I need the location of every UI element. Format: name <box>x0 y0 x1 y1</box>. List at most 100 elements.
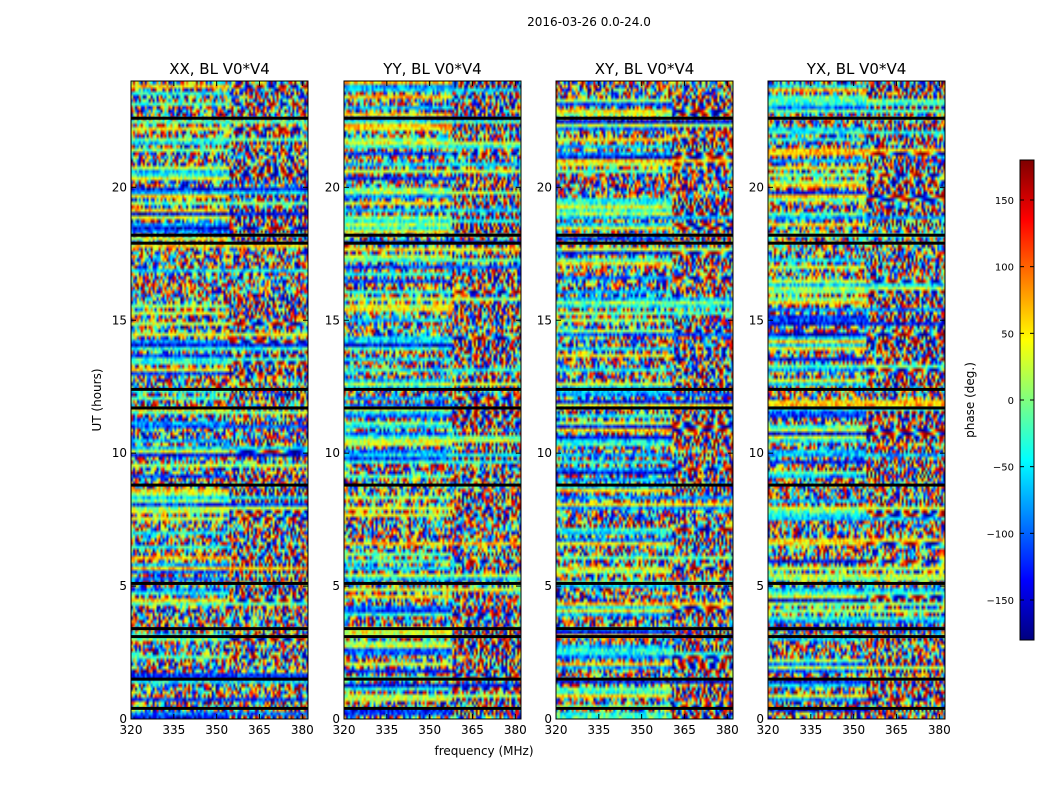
flagged-row <box>768 677 945 681</box>
flagged-row <box>344 406 521 410</box>
panel-2: XY, BL V0*V4 320 335 350 365 380 0 5 10 15 20 <box>537 60 739 737</box>
y-tick-label: 5 <box>756 579 764 593</box>
flagged-row <box>556 233 733 237</box>
panel-3: YX, BL V0*V4 320 335 350 365 380 0 5 10 15 20 <box>749 60 951 737</box>
phase-image <box>344 81 521 719</box>
y-tick-label: 5 <box>544 579 552 593</box>
y-tick-label: 20 <box>112 180 127 194</box>
panel-title: YX, BL V0*V4 <box>806 60 907 78</box>
colorbar-tick-label: 150 <box>995 196 1014 207</box>
x-tick-label: 335 <box>375 723 398 737</box>
flagged-row <box>556 387 733 391</box>
flagged-row <box>556 581 733 585</box>
flagged-row <box>768 483 945 487</box>
y-tick-label: 10 <box>537 446 552 460</box>
flagged-row <box>556 406 733 410</box>
panel-frame <box>343 80 522 720</box>
x-tick-label: 335 <box>587 723 610 737</box>
colorbar-tick-label: −150 <box>987 596 1014 607</box>
flagged-row <box>131 406 308 410</box>
flagged-row <box>768 387 945 391</box>
x-tick-label: 380 <box>928 723 951 737</box>
colorbar-tick-label: 0 <box>1008 396 1014 407</box>
x-tick-label: 335 <box>162 723 185 737</box>
flagged-row <box>131 116 308 120</box>
x-tick-label: 365 <box>248 723 271 737</box>
y-axis-label: UT (hours) <box>90 368 104 431</box>
flagged-row <box>768 635 945 639</box>
panel-title: YY, BL V0*V4 <box>382 60 481 78</box>
flagged-row <box>344 635 521 639</box>
flagged-row <box>344 581 521 585</box>
x-tick-label: 380 <box>291 723 314 737</box>
flagged-row <box>131 635 308 639</box>
phase-image <box>131 81 308 719</box>
x-tick-label: 380 <box>716 723 739 737</box>
colorbar-tick-label: 50 <box>1001 329 1014 340</box>
flagged-row <box>131 241 308 245</box>
panels-group: XX, BL V0*V4 320 335 350 365 380 0 5 10 15 20 YY, B… <box>112 60 951 737</box>
flagged-row <box>131 581 308 585</box>
x-tick-label: 380 <box>504 723 527 737</box>
x-tick-label: 320 <box>757 723 780 737</box>
colorbar-tick-label: 100 <box>995 263 1014 274</box>
x-tick-label: 350 <box>842 723 865 737</box>
flagged-row <box>768 406 945 410</box>
phase-image <box>768 81 945 719</box>
x-tick-label: 350 <box>205 723 228 737</box>
x-tick-label: 365 <box>673 723 696 737</box>
flagged-row <box>131 627 308 631</box>
y-tick-label: 15 <box>537 313 552 327</box>
y-tick-label: 20 <box>537 180 552 194</box>
flagged-row <box>556 241 733 245</box>
panel-0: XX, BL V0*V4 320 335 350 365 380 0 5 10 15 20 <box>112 60 314 737</box>
y-tick-label: 10 <box>749 446 764 460</box>
y-tick-label: 15 <box>749 313 764 327</box>
colorbar-tick-label: −50 <box>993 463 1014 474</box>
flagged-row <box>344 627 521 631</box>
flagged-row <box>131 677 308 681</box>
flagged-row <box>556 627 733 631</box>
flagged-row <box>556 483 733 487</box>
y-tick-label: 10 <box>112 446 127 460</box>
flagged-row <box>556 677 733 681</box>
flagged-row <box>344 677 521 681</box>
panel-frame <box>130 80 309 720</box>
flagged-row <box>344 233 521 237</box>
colorbar-ticks: −150 −100 −50 0 50 100 150 <box>987 196 1034 607</box>
x-axis-label: frequency (MHz) <box>434 744 533 758</box>
y-tick-label: 10 <box>325 446 340 460</box>
flagged-row <box>556 706 733 710</box>
colorbar-tick-label: −100 <box>987 529 1014 540</box>
flagged-row <box>768 233 945 237</box>
flagged-row <box>768 627 945 631</box>
y-tick-label: 0 <box>119 712 127 726</box>
flagged-row <box>131 706 308 710</box>
panel-frame <box>767 80 946 720</box>
x-tick-label: 320 <box>120 723 143 737</box>
flagged-row <box>768 581 945 585</box>
y-tick-label: 20 <box>325 180 340 194</box>
y-tick-label: 5 <box>119 579 127 593</box>
x-tick-label: 335 <box>799 723 822 737</box>
x-tick-label: 365 <box>885 723 908 737</box>
panel-title: XY, BL V0*V4 <box>595 60 695 78</box>
y-tick-label: 0 <box>332 712 340 726</box>
y-tick-label: 0 <box>756 712 764 726</box>
flagged-row <box>344 387 521 391</box>
y-tick-label: 20 <box>749 180 764 194</box>
flagged-row <box>344 483 521 487</box>
flagged-row <box>344 241 521 245</box>
flagged-row <box>768 116 945 120</box>
panel-title: XX, BL V0*V4 <box>169 60 270 78</box>
figure-suptitle: 2016-03-26 0.0-24.0 <box>527 15 651 29</box>
flagged-row <box>344 116 521 120</box>
y-tick-label: 5 <box>332 579 340 593</box>
flagged-row <box>344 706 521 710</box>
x-tick-label: 350 <box>630 723 653 737</box>
phase-image <box>556 81 733 719</box>
y-tick-label: 15 <box>325 313 340 327</box>
y-tick-label: 15 <box>112 313 127 327</box>
flagged-row <box>131 233 308 237</box>
